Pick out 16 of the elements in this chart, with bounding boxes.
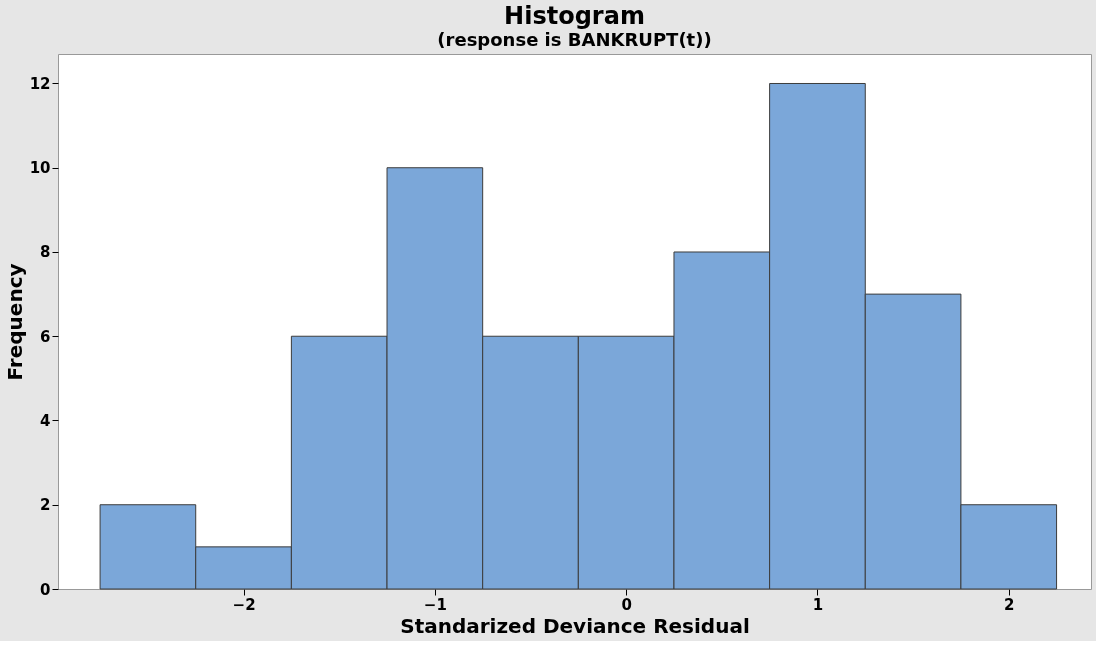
y-axis-title: Frequency bbox=[2, 263, 27, 381]
x-axis-title: Standarized Deviance Residual bbox=[400, 613, 750, 638]
chart-title: Histogram bbox=[504, 2, 645, 30]
y-tick-label: 10 bbox=[29, 159, 51, 178]
x-tick-label: 0 bbox=[621, 595, 632, 614]
y-tick-label: 6 bbox=[40, 327, 51, 346]
x-tick-label: −2 bbox=[232, 595, 256, 614]
x-tick-label: 1 bbox=[812, 595, 824, 614]
chart-subtitle: (response is BANKRUPT(t)) bbox=[437, 29, 712, 50]
y-tick-label: 4 bbox=[40, 412, 51, 430]
y-tick-label: 2 bbox=[40, 496, 51, 515]
x-tick-label: −1 bbox=[423, 595, 447, 614]
y-tick-label: 12 bbox=[29, 74, 51, 93]
y-tick-label: 0 bbox=[40, 580, 51, 599]
y-tick-label: 8 bbox=[40, 243, 51, 262]
x-tick-label: 2 bbox=[1004, 595, 1015, 614]
